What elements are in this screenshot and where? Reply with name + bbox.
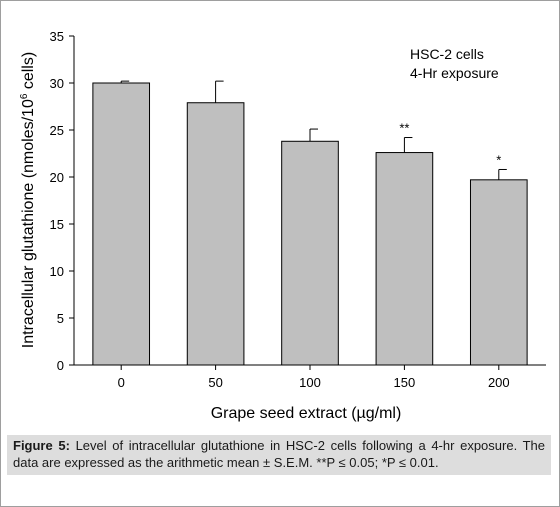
x-tick-label: 100 [299, 375, 321, 390]
caption-label: Figure 5: [13, 438, 70, 453]
y-tick-label: 10 [50, 264, 64, 279]
x-axis-label: Grape seed extract (µg/ml) [211, 405, 402, 422]
y-tick-label: 0 [57, 358, 64, 373]
bar-0 [92, 82, 151, 366]
x-tick-label: 200 [488, 375, 510, 390]
y-tick-label: 30 [50, 76, 64, 91]
y-axis-ticks: 0 5 10 15 20 25 30 35 [50, 29, 74, 373]
significance-marker-200: * [496, 152, 501, 167]
x-axis-ticks: 0 50 100 150 200 [118, 365, 510, 390]
annotation-exposure: 4-Hr exposure [410, 65, 499, 81]
bar-100 [281, 140, 339, 366]
y-tick-label: 15 [50, 217, 64, 232]
y-tick-label: 35 [50, 29, 64, 44]
x-tick-label: 50 [208, 375, 222, 390]
y-axis-label: Intracellular glutathione (nmoles/106 ce… [19, 52, 37, 348]
bars [92, 82, 528, 366]
x-tick-label: 0 [118, 375, 125, 390]
y-tick-label: 20 [50, 170, 64, 185]
y-tick-label: 5 [57, 311, 64, 326]
error-bars [120, 80, 507, 180]
annotation-cell-line: HSC-2 cells [410, 46, 484, 62]
bar-150 [375, 152, 434, 366]
bar-200 [469, 179, 528, 366]
bar-50 [186, 102, 245, 366]
caption-text: Level of intracellular glutathione in HS… [13, 438, 545, 470]
x-tick-label: 150 [394, 375, 416, 390]
y-tick-label: 25 [50, 123, 64, 138]
significance-markers: *** [399, 121, 501, 168]
significance-marker-150: ** [399, 121, 409, 136]
figure-caption: Figure 5: Level of intracellular glutath… [7, 435, 551, 475]
